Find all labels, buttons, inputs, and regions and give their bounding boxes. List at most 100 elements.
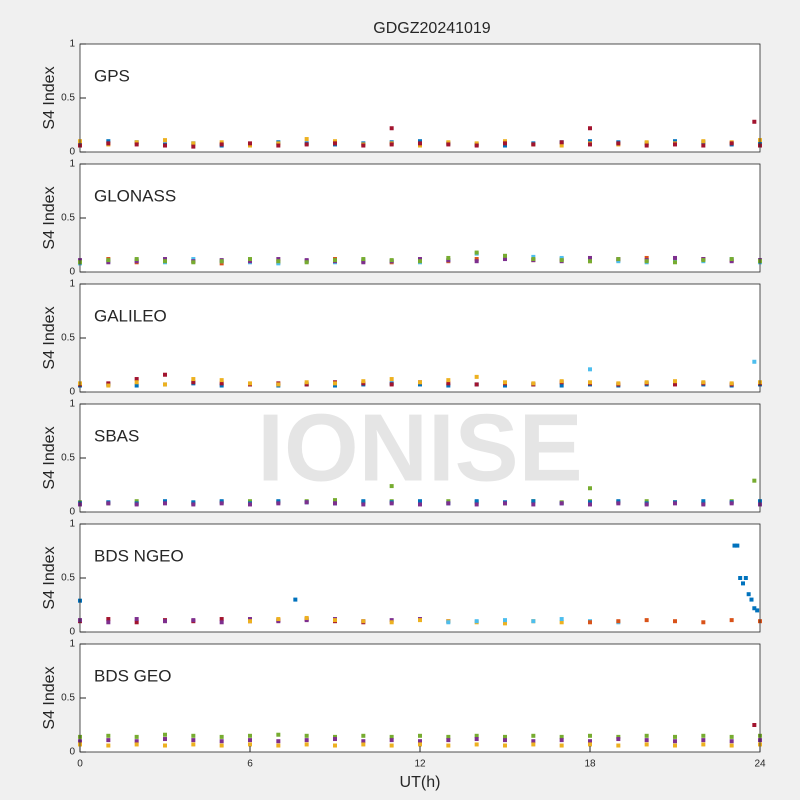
point [333,381,337,386]
point [741,581,745,586]
point [446,140,451,145]
point [503,141,507,146]
point [503,257,507,262]
point [644,380,649,385]
point [106,141,111,146]
y-tick-label: 0.5 [61,333,75,344]
point [588,139,592,144]
point [559,738,564,743]
point [134,380,139,385]
point [474,737,479,742]
point [616,743,621,748]
point [474,374,479,379]
marks-layer [78,43,762,753]
point [219,620,224,625]
point [588,259,592,264]
point [219,383,224,388]
point [729,259,734,264]
point [474,733,479,738]
point [333,139,337,144]
y-tick-label: 0 [69,627,75,638]
point [106,383,111,388]
plot-area [80,284,760,392]
point [474,141,479,146]
point [163,382,167,387]
point [248,738,252,743]
point [752,359,757,364]
figure-title: GDGZ20241019 [373,20,491,37]
watermark: IONISE [257,394,582,501]
point [474,499,479,504]
point [644,738,649,743]
point [106,260,111,265]
point [248,381,252,386]
point [389,734,394,739]
point [673,501,677,506]
panel-label: SBAS [94,426,139,445]
y-tick-label: 0.5 [61,213,75,224]
point [752,478,757,483]
x-tick-label: 0 [77,759,83,770]
point [531,739,536,744]
point [559,379,564,384]
point [333,734,337,739]
point [276,739,281,744]
point [559,383,564,388]
point [644,618,649,623]
point [276,619,281,624]
point [389,618,394,623]
point [248,619,252,624]
y-tick-label: 0 [69,267,75,278]
point [333,383,337,388]
y-tick-label: 1 [69,639,75,650]
point [503,380,507,385]
point [588,739,592,744]
point [474,259,479,264]
point [418,380,422,385]
point [163,138,167,143]
point [673,258,677,263]
point [219,140,224,145]
point [163,372,167,377]
point [616,619,621,624]
point [248,499,252,504]
point [248,733,252,738]
point [503,743,507,748]
point [304,382,309,387]
point [304,142,309,147]
point [219,499,224,504]
point [749,597,754,602]
point [304,258,309,263]
point [276,499,281,504]
point [219,142,224,147]
point [503,143,507,148]
point [418,141,422,146]
point [418,139,422,144]
point [389,377,394,382]
y-tick-label: 0.5 [61,93,75,104]
point [106,139,111,144]
point [389,484,394,489]
point [248,259,252,264]
point [219,501,224,506]
point [134,620,139,625]
x-tick-label: 6 [247,759,253,770]
point [418,733,422,738]
y-tick-label: 1 [69,39,75,50]
point [673,619,677,624]
point [701,258,706,263]
point [531,254,536,259]
point [701,742,706,747]
point [191,144,196,149]
point [559,258,564,263]
point [106,743,111,748]
point [474,143,479,148]
point [644,255,649,260]
point [304,733,309,738]
point [588,367,592,372]
point [106,501,111,506]
point [743,576,748,580]
panel-label: BDS GEO [94,666,171,685]
point [191,618,196,623]
point [134,140,139,145]
